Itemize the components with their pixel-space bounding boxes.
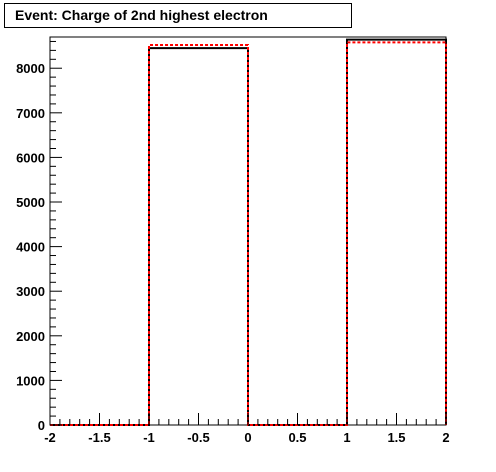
y-tick-label: 3000 xyxy=(16,284,45,299)
x-tick-label: 1.5 xyxy=(387,430,405,445)
y-tick-label: 8000 xyxy=(16,61,45,76)
x-tick-label: 2 xyxy=(442,430,449,445)
y-tick-label: 0 xyxy=(38,418,45,433)
chart-title: Event: Charge of 2nd highest electron xyxy=(4,3,352,28)
y-tick-label: 4000 xyxy=(16,240,45,255)
y-tick-label: 7000 xyxy=(16,106,45,121)
y-tick-label: 1000 xyxy=(16,373,45,388)
x-tick-label: -1.5 xyxy=(88,430,110,445)
x-tick-label: -1 xyxy=(143,430,155,445)
x-tick-label: 0 xyxy=(244,430,251,445)
y-tick-label: 5000 xyxy=(16,195,45,210)
y-tick-label: 2000 xyxy=(16,329,45,344)
x-tick-label: 0.5 xyxy=(288,430,306,445)
y-tick-label: 6000 xyxy=(16,150,45,165)
histogram-series-2 xyxy=(50,41,447,426)
x-tick-label: -2 xyxy=(44,430,56,445)
x-tick-label: -0.5 xyxy=(187,430,209,445)
x-tick-label: 1 xyxy=(343,430,350,445)
